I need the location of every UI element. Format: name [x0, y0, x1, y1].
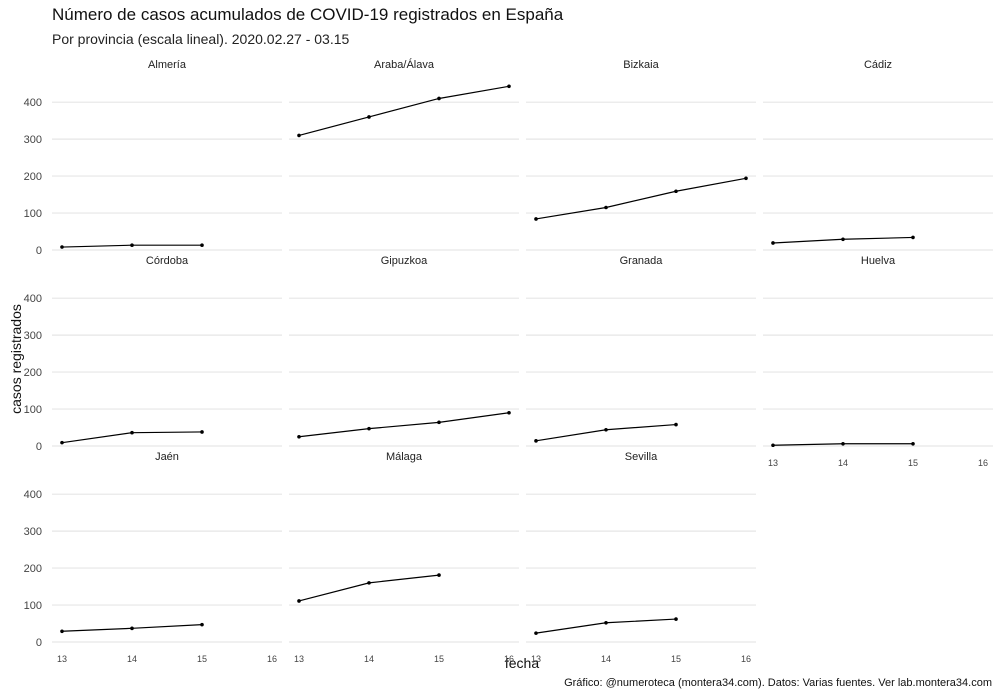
data-point	[674, 189, 678, 194]
y-tick-label: 0	[36, 245, 42, 257]
data-point	[200, 622, 204, 627]
data-point	[911, 441, 915, 446]
data-point	[437, 573, 441, 577]
data-point	[674, 617, 678, 621]
x-axis-label: fecha	[505, 655, 539, 671]
y-axis-label: casos registrados	[8, 304, 24, 414]
x-tick-label: 15	[434, 654, 444, 664]
data-point	[297, 599, 301, 603]
x-tick-label: 14	[838, 458, 848, 468]
data-point	[507, 410, 511, 415]
data-point	[367, 581, 371, 585]
y-tick-label: 100	[24, 404, 42, 416]
series-line	[298, 574, 440, 602]
series-line	[535, 423, 677, 442]
data-point	[130, 243, 134, 247]
panel-title: Córdoba	[146, 255, 189, 267]
chart-title: Número de casos acumulados de COVID-19 r…	[52, 5, 564, 24]
data-point	[437, 96, 441, 101]
panel-title: Almería	[148, 59, 187, 71]
y-tick-label: 300	[24, 526, 42, 538]
y-tick-label: 200	[24, 367, 42, 379]
x-tick-label: 14	[601, 654, 611, 664]
y-tick-label: 400	[24, 489, 42, 501]
data-point	[841, 237, 845, 242]
x-tick-label: 16	[267, 654, 277, 664]
chart-caption: Gráfico: @numeroteca (montera34.com). Da…	[564, 677, 992, 689]
data-point	[437, 420, 441, 425]
x-tick-label: 14	[364, 654, 374, 664]
data-point	[674, 422, 678, 427]
data-point	[534, 439, 538, 443]
series-line	[298, 85, 510, 137]
x-tick-label: 13	[531, 654, 541, 664]
y-tick-label: 400	[24, 293, 42, 305]
panel-title: Málaga	[386, 451, 423, 463]
y-tick-label: 300	[24, 134, 42, 146]
data-point	[60, 440, 64, 445]
chart-subtitle: Por provincia (escala lineal). 2020.02.2…	[52, 31, 350, 47]
data-point	[604, 427, 608, 432]
series-line	[535, 177, 747, 220]
panel-title: Jaén	[155, 451, 179, 463]
y-tick-label: 0	[36, 637, 42, 649]
x-tick-label: 16	[504, 654, 514, 664]
x-tick-label: 13	[768, 458, 778, 468]
y-tick-label: 100	[24, 208, 42, 220]
x-tick-label: 15	[197, 654, 207, 664]
x-tick-label: 15	[908, 458, 918, 468]
y-tick-label: 0	[36, 441, 42, 453]
data-point	[771, 443, 775, 448]
data-point	[60, 245, 64, 249]
data-point	[200, 243, 204, 247]
data-point	[911, 235, 915, 240]
data-point	[130, 430, 134, 435]
data-point	[200, 430, 204, 434]
series-line	[298, 412, 510, 438]
x-tick-label: 13	[57, 654, 67, 664]
data-point	[604, 205, 608, 210]
panel-title: Huelva	[861, 255, 896, 267]
data-point	[507, 84, 511, 89]
x-tick-label: 15	[671, 654, 681, 664]
panel-title: Cádiz	[864, 59, 892, 71]
data-point	[534, 631, 538, 635]
y-tick-label: 100	[24, 600, 42, 612]
x-tick-label: 13	[294, 654, 304, 664]
data-point	[604, 620, 608, 625]
panel-title: Sevilla	[625, 451, 658, 463]
data-point	[367, 115, 371, 119]
data-point	[297, 133, 301, 138]
y-tick-label: 200	[24, 563, 42, 575]
panel-title: Granada	[620, 255, 664, 267]
data-point	[130, 626, 134, 631]
x-tick-label: 16	[741, 654, 751, 664]
panel-title: Araba/Álava	[374, 58, 435, 71]
y-tick-label: 300	[24, 330, 42, 342]
data-point	[297, 434, 301, 439]
x-tick-label: 14	[127, 654, 137, 664]
y-tick-label: 200	[24, 171, 42, 183]
data-point	[534, 217, 538, 221]
data-point	[367, 426, 371, 431]
data-point	[841, 441, 845, 446]
data-point	[771, 241, 775, 245]
panel-title: Bizkaia	[623, 59, 659, 71]
y-tick-label: 400	[24, 97, 42, 109]
panel-title: Gipuzkoa	[381, 255, 428, 267]
x-tick-label: 16	[978, 458, 988, 468]
data-point	[744, 176, 748, 181]
data-point	[60, 629, 64, 634]
